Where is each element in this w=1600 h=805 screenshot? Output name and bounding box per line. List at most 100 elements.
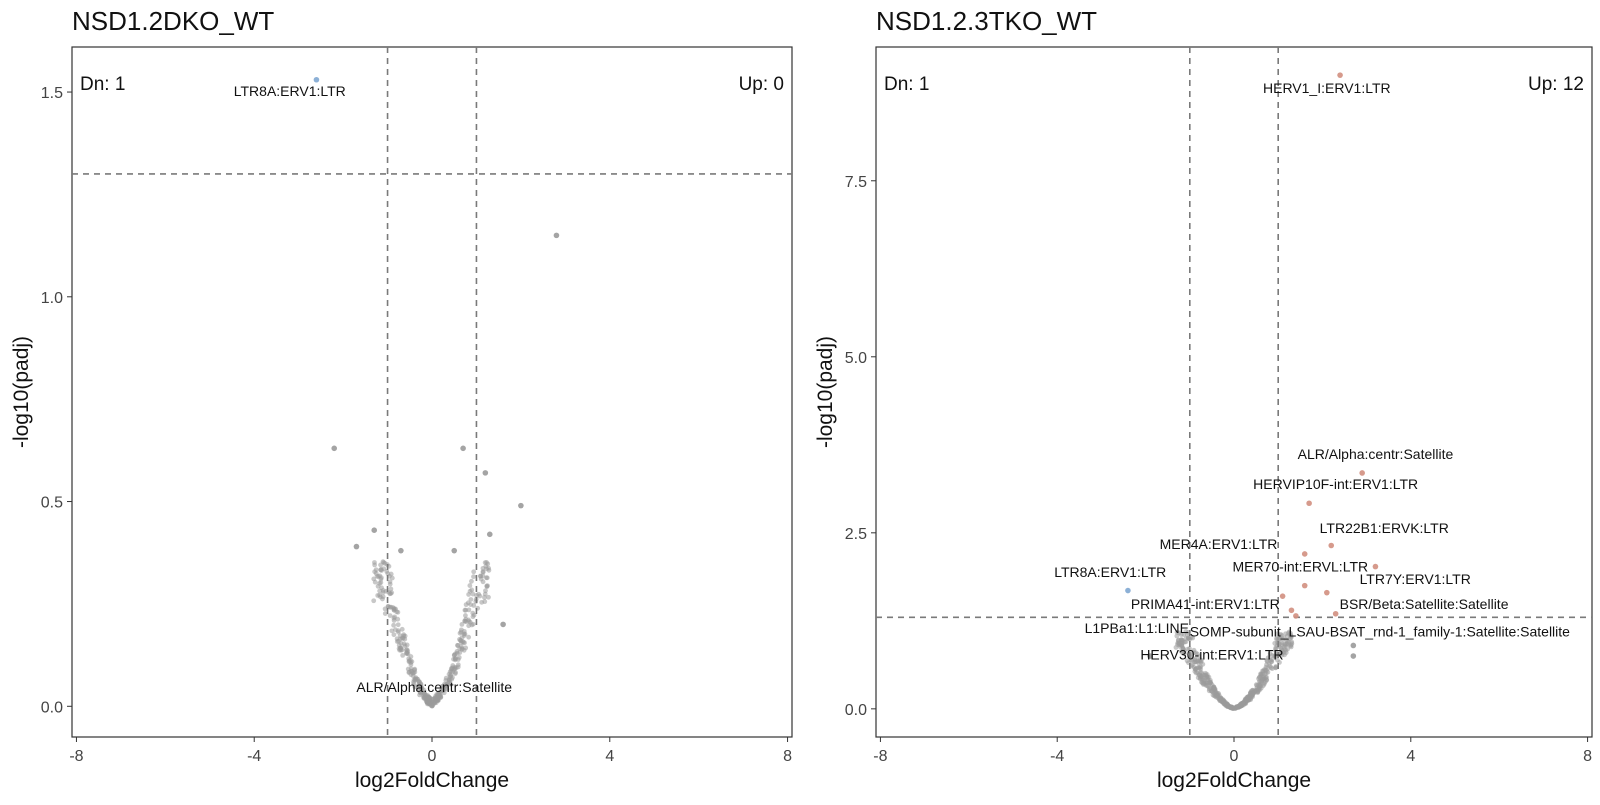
- data-point: [395, 628, 401, 634]
- data-point: [1264, 674, 1269, 680]
- data-point: [1255, 690, 1260, 696]
- data-point: [453, 670, 458, 675]
- data-point: [484, 575, 489, 581]
- data-point: [1281, 649, 1287, 655]
- data-point: [1273, 664, 1279, 669]
- data-point: [467, 583, 473, 588]
- data-point: [404, 651, 410, 657]
- data-point-ns: [1147, 653, 1153, 659]
- data-point: [433, 693, 439, 699]
- data-point: [480, 569, 486, 575]
- data-point: [408, 672, 414, 678]
- point-label: HERV30-int:ERV1:LTR: [1140, 647, 1283, 663]
- data-point-up: [1359, 470, 1365, 476]
- data-point: [1193, 650, 1199, 656]
- data-point: [463, 602, 469, 608]
- data-point: [470, 610, 476, 616]
- data-point-ns: [482, 470, 489, 476]
- data-point: [391, 622, 397, 628]
- data-point: [418, 687, 424, 692]
- data-point: [391, 632, 397, 638]
- data-point: [1265, 666, 1271, 671]
- data-point: [469, 578, 474, 584]
- data-point: [1187, 646, 1192, 652]
- data-point: [389, 590, 395, 596]
- y-tick-label: 1.5: [41, 85, 63, 102]
- point-label: L1PBa1:L1:LINE: [1085, 620, 1189, 636]
- data-point: [1273, 646, 1278, 652]
- data-point: [391, 607, 397, 613]
- data-point-ns: [353, 543, 360, 550]
- data-point: [1268, 659, 1274, 665]
- background-points: [1173, 629, 1295, 711]
- data-point: [447, 669, 453, 675]
- y-tick-label: 0.0: [41, 699, 63, 716]
- data-point: [375, 593, 381, 598]
- data-point: [455, 664, 461, 670]
- data-point-up: [1293, 613, 1299, 619]
- y-tick-label: 5.0: [845, 350, 867, 367]
- data-point: [387, 579, 393, 585]
- data-point-ns: [1350, 653, 1357, 659]
- data-point: [1188, 657, 1194, 663]
- data-point: [482, 599, 488, 605]
- data-point: [371, 576, 377, 582]
- point-label: MER70-int:ERVL:LTR: [1232, 559, 1368, 575]
- data-point: [438, 688, 444, 694]
- data-point: [398, 640, 404, 646]
- panel-title: NSD1.2.3TKO_WT: [876, 6, 1097, 36]
- data-point: [388, 586, 394, 592]
- highlighted-points: [1125, 72, 1379, 659]
- data-point: [1241, 702, 1246, 708]
- data-point-ns: [500, 621, 506, 628]
- highlighted-points: [313, 76, 560, 628]
- data-point: [444, 685, 450, 691]
- data-point: [1267, 651, 1273, 657]
- data-point: [373, 567, 379, 573]
- data-point-up: [1288, 607, 1295, 614]
- x-tick-label: -8: [69, 748, 83, 765]
- data-point: [1281, 644, 1287, 650]
- data-point-down: [1125, 587, 1131, 594]
- data-point: [463, 616, 469, 622]
- data-point-up: [1301, 582, 1308, 589]
- data-point-up: [1337, 72, 1343, 78]
- data-point-ns: [460, 445, 466, 452]
- up-count-label: Up: 12: [1528, 74, 1584, 95]
- data-point: [486, 565, 492, 571]
- down-count-label: Dn: 1: [884, 74, 929, 95]
- down-count-label: Dn: 1: [80, 74, 125, 95]
- point-label: MER4A:ERV1:LTR: [1160, 536, 1278, 552]
- data-point: [463, 613, 468, 618]
- x-tick-label: 8: [1583, 748, 1592, 765]
- data-point: [1275, 657, 1280, 663]
- y-tick-label: 0.0: [845, 702, 867, 719]
- data-point: [1209, 689, 1215, 695]
- data-point: [483, 588, 488, 594]
- data-point: [418, 690, 423, 696]
- data-point-up: [1328, 542, 1335, 549]
- x-axis-label: log2FoldChange: [355, 769, 509, 792]
- data-point: [482, 595, 487, 600]
- data-point: [374, 573, 380, 579]
- y-tick-label: 7.5: [845, 174, 867, 191]
- data-point: [391, 618, 397, 623]
- data-point: [469, 622, 475, 628]
- data-point: [458, 629, 464, 635]
- y-tick-label: 0.5: [41, 495, 63, 512]
- point-label: PRIMA41-int:ERV1:LTR: [1131, 596, 1280, 612]
- data-point: [425, 694, 430, 700]
- data-point: [1277, 636, 1283, 641]
- data-point: [1185, 635, 1191, 641]
- data-point-ns: [486, 531, 493, 538]
- data-point: [1174, 629, 1180, 635]
- data-point: [466, 607, 472, 613]
- x-tick-label: 0: [1230, 748, 1239, 765]
- data-point: [471, 569, 477, 575]
- x-tick-label: -8: [873, 748, 887, 765]
- x-axis-label: log2FoldChange: [1157, 769, 1311, 792]
- data-point-ns: [331, 445, 338, 452]
- data-point: [1246, 696, 1251, 702]
